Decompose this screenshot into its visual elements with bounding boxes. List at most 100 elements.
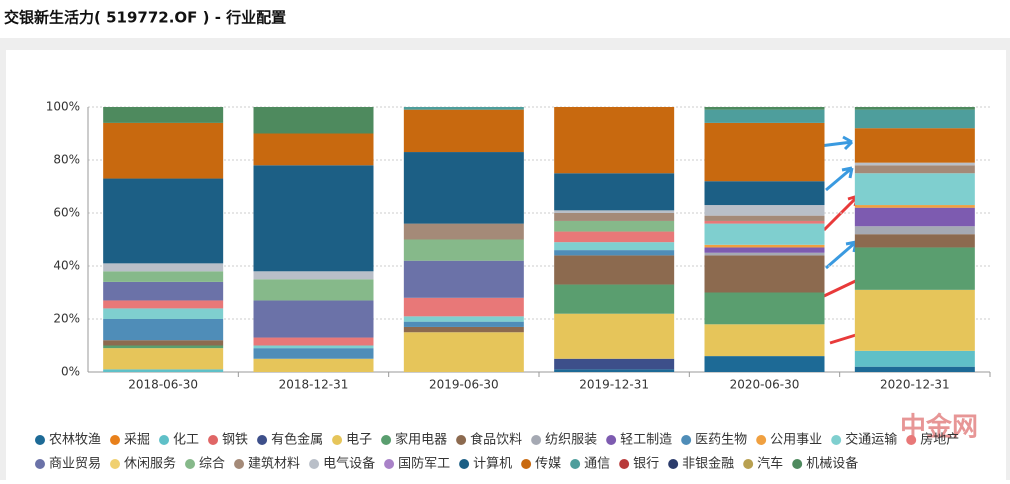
bar-segment: [704, 292, 825, 325]
legend-swatch: [606, 435, 617, 445]
legend-label: 医药生物: [695, 433, 747, 448]
bar-segment: [554, 313, 675, 359]
bar-segment: [854, 165, 975, 174]
bar-segment: [854, 162, 975, 166]
bar-segment: [103, 178, 224, 264]
bar-segment: [704, 356, 825, 372]
legend-swatch: [110, 459, 121, 469]
bar-segment: [253, 300, 374, 338]
legend-label: 银行: [633, 457, 659, 472]
legend-label: 纺织服装: [545, 433, 597, 448]
bar-segment: [253, 358, 374, 372]
legend-label: 建筑材料: [248, 456, 300, 472]
legend-swatch: [185, 459, 196, 469]
legend-swatch: [35, 435, 45, 445]
bar-segment: [854, 366, 975, 372]
legend-label: 有色金属: [271, 432, 323, 448]
bar-segment: [253, 345, 374, 349]
y-tick-label: 20%: [53, 312, 80, 326]
legend-label: 家用电器: [395, 432, 447, 448]
arrow: [825, 166, 854, 192]
bar-segment: [854, 247, 975, 290]
x-tick-label: 2019-12-31: [579, 378, 649, 392]
legend-swatch: [234, 459, 245, 469]
legend-label: 机械设备: [806, 456, 858, 472]
bar-segment: [253, 133, 374, 166]
legend-label: 钢铁: [222, 433, 248, 448]
bar-segment: [253, 279, 374, 301]
y-tick-label: 80%: [53, 153, 80, 167]
bar-segment: [704, 252, 825, 256]
bar-segment: [554, 210, 675, 213]
bar-segment: [403, 326, 524, 333]
legend-label: 公用事业: [770, 433, 822, 448]
bar-segment: [103, 300, 224, 309]
chart-title: 交银新生活力( 519772.OF ) - 行业配置: [4, 9, 286, 27]
bar-segment: [854, 173, 975, 206]
legend-label: 电子: [346, 433, 372, 448]
bar-segment: [103, 340, 224, 346]
bar-segment: [403, 109, 524, 153]
bar-segment: [554, 255, 675, 285]
legend-swatch: [456, 435, 467, 445]
bar-segment: [554, 107, 675, 174]
bar-segment: [403, 260, 524, 298]
legend-label: 汽车: [757, 456, 783, 472]
bar-segment: [554, 173, 675, 211]
bar-segment: [103, 348, 224, 370]
legend-label: 商业贸易: [49, 457, 101, 472]
bar-segment: [403, 297, 524, 317]
bar-segment: [554, 242, 675, 251]
legend-swatch: [35, 459, 45, 469]
bar-segment: [554, 231, 675, 243]
bar-segment: [103, 319, 224, 341]
bar-segment: [554, 250, 675, 256]
bar-segment: [103, 369, 224, 372]
bar-segment: [554, 358, 675, 370]
legend-label: 计算机: [473, 457, 512, 472]
bar-segment: [854, 128, 975, 163]
bar-segment: [253, 337, 374, 346]
legend-label: 非银金融: [682, 456, 734, 472]
legend-label: 农林牧渔: [49, 433, 101, 448]
bar-segment: [554, 220, 675, 232]
bar-segment: [704, 244, 825, 248]
legend-swatch: [531, 435, 542, 445]
bar-segment: [704, 255, 825, 293]
legend-swatch: [257, 435, 268, 445]
legend-swatch: [381, 435, 392, 445]
x-tick-label: 2020-06-30: [730, 378, 800, 392]
legend-label: 通信: [584, 457, 610, 472]
legend-swatch: [619, 459, 630, 469]
legend-label: 化工: [173, 433, 199, 448]
bar-segment: [854, 207, 975, 227]
bar-segment: [704, 205, 825, 216]
bar-segment: [554, 369, 675, 372]
legend-swatch: [208, 435, 219, 445]
bar-segment: [403, 107, 524, 110]
bar-segment: [253, 271, 374, 280]
bar-segment: [704, 215, 825, 221]
y-tick-label: 60%: [53, 206, 80, 220]
legend-swatch: [110, 435, 121, 445]
bar-segment: [554, 284, 675, 314]
legend-swatch: [309, 459, 320, 469]
legend-label: 交通运输: [845, 432, 897, 448]
bar-segment: [704, 324, 825, 357]
bar-segment: [704, 107, 825, 110]
bar-segment: [403, 223, 524, 240]
legend-label: 房地产: [920, 432, 959, 448]
legend-label: 轻工制造: [620, 433, 672, 448]
legend-swatch: [906, 435, 917, 445]
legend-label: 食品饮料: [470, 432, 522, 448]
bar-segment: [704, 122, 825, 182]
bar-segment: [103, 271, 224, 282]
legend-label: 传媒: [535, 457, 561, 472]
bar-segment: [103, 122, 224, 179]
arrow: [819, 135, 854, 151]
legend-label: 国防军工: [398, 456, 450, 472]
bar-segment: [403, 332, 524, 372]
legend-label: 采掘: [124, 433, 150, 448]
x-tick-label: 2019-06-30: [429, 378, 499, 392]
